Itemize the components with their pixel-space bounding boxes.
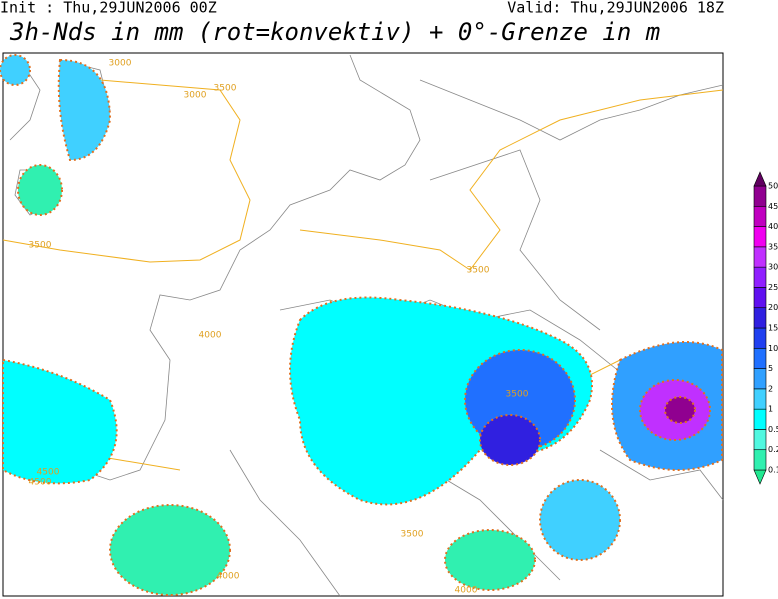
colorbar-box — [753, 205, 767, 227]
contour-label: 3500 — [401, 530, 424, 540]
colorbar-max-arrow — [753, 171, 767, 187]
colorbar-label: 25 — [768, 283, 778, 292]
contour-label: 3500 — [29, 241, 52, 251]
colorbar-box — [753, 266, 767, 288]
contour-label: 3500 — [506, 390, 529, 400]
colorbar-min-arrow — [753, 469, 767, 485]
colorbar-box — [753, 429, 767, 451]
colorbar-label: 1 — [768, 405, 773, 414]
map-frame — [0, 52, 724, 597]
contour-label: 3500 — [214, 84, 237, 94]
contour-label: 3000 — [184, 91, 207, 101]
contour-label: 4500 — [29, 478, 52, 488]
contour-label: 3500 — [467, 266, 490, 276]
colorbar-label: 20 — [768, 303, 778, 312]
colorbar-box — [753, 307, 767, 329]
colorbar-label: 30 — [768, 263, 778, 272]
colorbar-label: 5 — [768, 364, 773, 373]
colorbar-label: 0.5 — [768, 425, 778, 434]
colorbar-box — [753, 246, 767, 268]
colorbar-label: 35 — [768, 242, 778, 251]
colorbar-box — [753, 287, 767, 309]
colorbar-label: 10 — [768, 344, 778, 353]
colorbar-label: 2 — [768, 384, 773, 393]
colorbar-label: 50 — [768, 182, 778, 191]
colorbar-box — [753, 347, 767, 369]
valid-label: Valid: Thu,29JUN2006 18Z — [507, 0, 724, 17]
colorbar-box — [753, 449, 767, 471]
colorbar-label: 45 — [768, 202, 778, 211]
colorbar-label: 40 — [768, 222, 778, 231]
map-title: 3h-Nds in mm (rot=konvektiv) + 0°-Grenze… — [9, 18, 660, 46]
colorbar-box — [753, 368, 767, 390]
contour-label: 4000 — [455, 586, 478, 596]
colorbar-box — [753, 327, 767, 349]
contour-label: 4500 — [37, 468, 60, 478]
init-label: Init : Thu,29JUN2006 00Z — [0, 0, 217, 17]
colorbar-box — [753, 388, 767, 410]
contour-label: 3000 — [109, 59, 132, 69]
colorbar-label: 15 — [768, 324, 778, 333]
contour-label: 4000 — [199, 331, 222, 341]
colorbar: 0.10.20.5125101520253035404550 — [753, 171, 778, 485]
contour-label: 4000 — [217, 572, 240, 582]
colorbar-label: 0.1 — [768, 466, 778, 475]
colorbar-box — [753, 185, 767, 207]
colorbar-label: 0.2 — [768, 445, 778, 454]
colorbar-box — [753, 408, 767, 430]
colorbar-box — [753, 226, 767, 248]
